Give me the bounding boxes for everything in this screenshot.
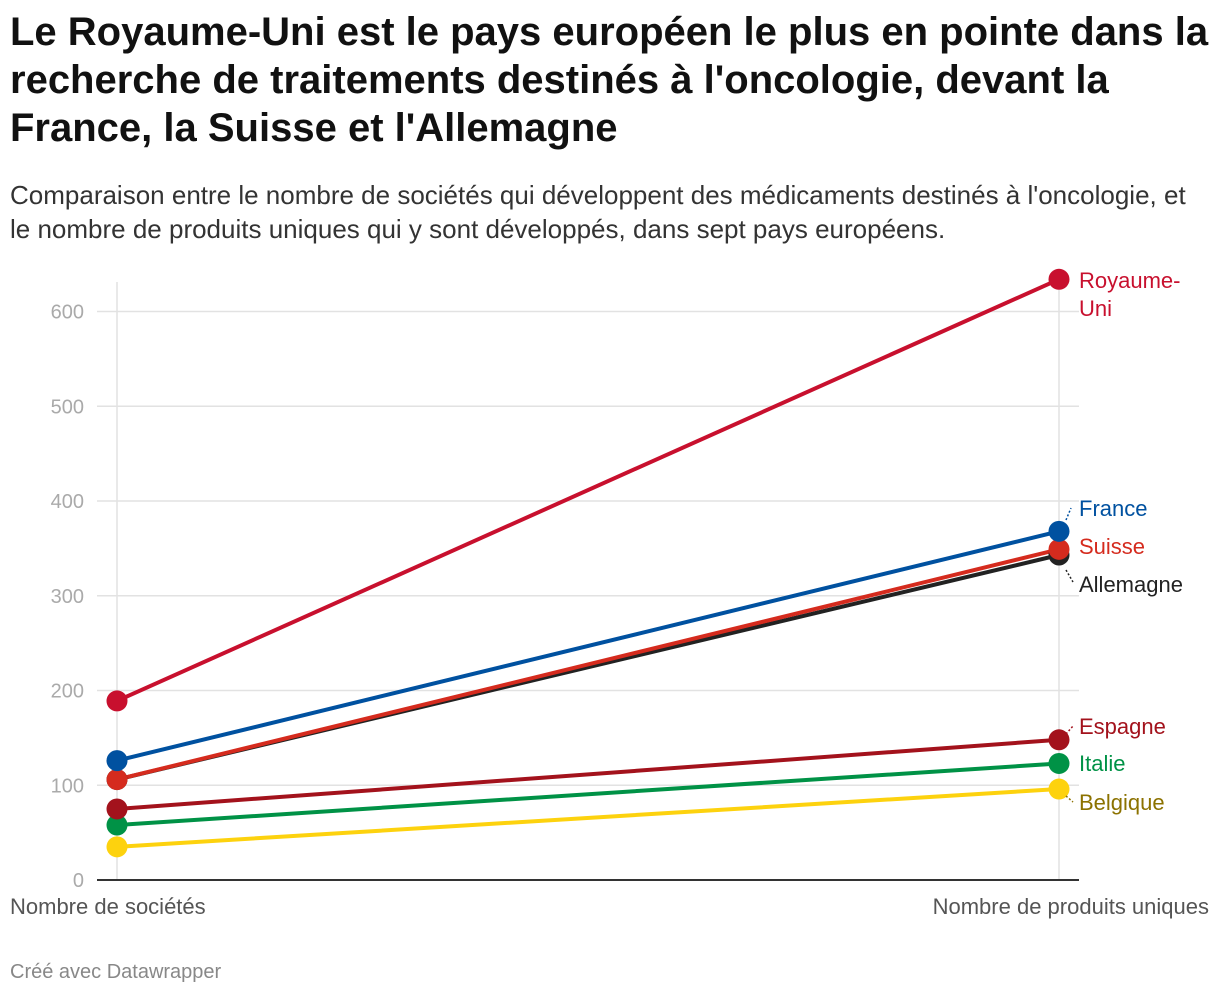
chart-subtitle: Comparaison entre le nombre de sociétés … [10,180,1186,244]
data-point [1048,538,1070,560]
data-point [106,750,128,772]
data-point [106,769,128,791]
series-label: Espagne [1079,714,1166,739]
data-point [106,798,128,820]
series-label: France [1079,496,1147,521]
x-tick-label: Nombre de produits uniques [933,894,1209,919]
series-line [115,737,1061,811]
y-tick-label: 600 [51,302,84,324]
label-connector [1065,795,1074,803]
data-point [106,690,128,712]
series-line [115,277,1061,703]
y-tick-label: 400 [51,491,84,513]
series-line [115,529,1061,763]
series-label: Belgique [1079,790,1165,815]
series-label: Allemagne [1079,572,1183,597]
series-label: Suisse [1079,534,1145,559]
label-connector [1065,725,1074,735]
axes: 0 100 200 300 400 500 600 Nombre de sociétés Nom… [10,302,1209,920]
y-tick-label: 500 [51,396,84,418]
series-label: Royaume-Uni [1079,268,1180,321]
data-point [1048,752,1070,774]
label-connector [1065,569,1074,583]
series-line [115,547,1061,782]
y-tick-label: 200 [51,681,84,703]
series-line [115,787,1061,849]
data-point [106,836,128,858]
data-point [106,814,128,836]
series-lines [115,277,1061,849]
data-point [1048,268,1070,290]
data-point [1048,520,1070,542]
x-tick-label: Nombre de sociétés [10,894,206,919]
series-points [106,268,1070,858]
series-labels: Royaume-Uni France Suisse Allemagne Espagne I… [1065,268,1183,815]
footer-credit: Créé avec Datawrapper [10,961,222,983]
label-connector [1065,507,1072,521]
y-tick-label: 300 [51,586,84,608]
series-label: Italie [1079,751,1125,776]
data-point [1048,729,1070,751]
data-point [1048,778,1070,800]
chart-title: Le Royaume-Uni est le pays européen le p… [10,10,1209,150]
y-tick-label: 0 [73,870,84,892]
series-line [115,761,1061,828]
y-tick-label: 100 [51,775,84,797]
